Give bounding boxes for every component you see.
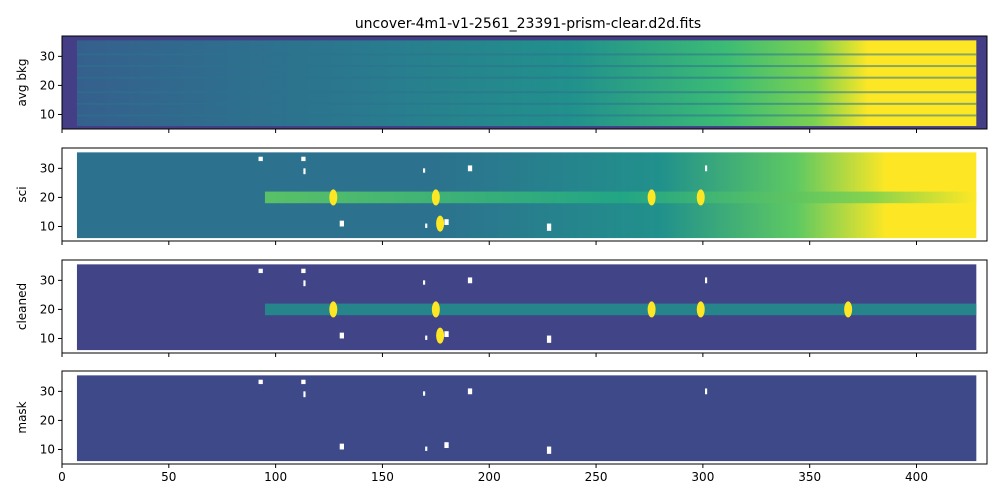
avg-bkg-y-tick-label: 20 xyxy=(40,78,55,92)
cleaned-masked-gap xyxy=(705,277,708,284)
cleaned-axes-frame xyxy=(61,259,988,354)
mask-y-tick-label: 30 xyxy=(40,384,55,398)
mask-y-tick-label: 10 xyxy=(40,442,55,456)
cleaned-y-tick-label: 10 xyxy=(40,331,55,345)
sci-y-tick-label: 20 xyxy=(40,190,55,204)
mask-masked-gap xyxy=(546,446,552,454)
mask-x-tick-label: 200 xyxy=(478,470,501,484)
cleaned-masked-gap xyxy=(258,268,263,274)
avg-bkg-y-axis-label: avg bkg xyxy=(15,58,29,106)
cleaned-masked-gap xyxy=(423,280,426,285)
avg-bkg-band xyxy=(76,53,977,56)
cleaned-masked-gap xyxy=(444,331,449,338)
avg-bkg-y-tick-label: 10 xyxy=(40,107,55,121)
sci-emission-feature xyxy=(329,189,338,206)
mask-masked-gap xyxy=(301,379,306,385)
mask-x-tick-label: 300 xyxy=(691,470,714,484)
cleaned-emission-feature xyxy=(696,301,705,318)
sci-emission-feature xyxy=(431,189,440,206)
sci-masked-gap xyxy=(546,223,552,231)
mask-y-tick-label: 20 xyxy=(40,413,55,427)
mask-masked-gap xyxy=(705,388,708,395)
sci-masked-gap xyxy=(301,156,306,162)
mask-masked-gap xyxy=(303,391,306,398)
cleaned-masked-gap xyxy=(303,280,306,287)
cleaned-y-tick-label: 30 xyxy=(40,273,55,287)
cleaned-y-axis-label: cleaned xyxy=(15,283,29,330)
mask-masked-gap xyxy=(444,442,449,449)
avg-bkg-band xyxy=(76,102,977,105)
sci-emission-feature xyxy=(647,189,656,206)
sci-spectral-trace xyxy=(264,191,977,204)
avg-bkg-y-tick-label: 30 xyxy=(40,49,55,63)
sci-masked-gap xyxy=(339,220,344,227)
mask-x-tick-label: 50 xyxy=(161,470,176,484)
sci-masked-gap xyxy=(425,223,428,228)
sci-masked-gap xyxy=(467,165,473,172)
mask-masked-gap xyxy=(339,443,344,450)
sci-masked-gap xyxy=(444,219,449,226)
mask-x-tick-label: 350 xyxy=(798,470,821,484)
cleaned-masked-gap xyxy=(301,268,306,274)
avg-bkg-band xyxy=(76,76,977,79)
cleaned-masked-gap xyxy=(467,277,473,284)
mask-x-tick-label: 150 xyxy=(371,470,394,484)
cleaned-emission-feature xyxy=(329,301,338,318)
mask-masked-gap xyxy=(423,391,426,396)
sci-masked-gap xyxy=(258,156,263,162)
mask-masked-gap xyxy=(425,446,428,451)
cleaned-spectral-trace xyxy=(264,303,977,316)
cleaned-emission-feature xyxy=(436,327,445,344)
cleaned-emission-feature xyxy=(431,301,440,318)
sci-y-tick-label: 30 xyxy=(40,161,55,175)
figure-title: uncover-4m1-v1-2561_23391-prism-clear.d2… xyxy=(355,16,701,32)
mask-x-tick-label: 250 xyxy=(585,470,608,484)
avg-bkg-band xyxy=(76,65,977,68)
sci-panel: 10 20 30 sci xyxy=(15,147,988,245)
avg-bkg-axes-frame xyxy=(61,35,988,130)
mask-masked-gap xyxy=(467,388,473,395)
mask-y-axis-label: mask xyxy=(15,401,29,433)
mask-masked-gap xyxy=(258,379,263,385)
sci-masked-gap xyxy=(423,168,426,173)
sci-masked-gap xyxy=(303,168,306,175)
panels-group: 10 20 30 avg bkg 10 20 30 sci 10 20 30 cleaned 10 20 3… xyxy=(15,35,988,484)
cleaned-panel: 10 20 30 cleaned xyxy=(15,259,988,357)
avg-bkg-band xyxy=(76,114,977,117)
sci-axes-frame xyxy=(61,147,988,242)
sci-y-axis-label: sci xyxy=(15,186,29,202)
cleaned-emission-feature xyxy=(647,301,656,318)
sci-emission-feature xyxy=(436,215,445,232)
sci-masked-gap xyxy=(705,165,708,172)
cleaned-emission-feature xyxy=(844,301,853,318)
avg-bkg-band xyxy=(76,91,977,94)
cleaned-masked-gap xyxy=(546,335,552,343)
mask-x-tick-label: 100 xyxy=(264,470,287,484)
cleaned-masked-gap xyxy=(425,335,428,340)
cleaned-masked-gap xyxy=(339,332,344,339)
avg-bkg-panel: 10 20 30 avg bkg xyxy=(15,35,988,133)
sci-y-tick-label: 10 xyxy=(40,219,55,233)
mask-image-body xyxy=(76,375,977,462)
avg-bkg-image-body xyxy=(76,40,977,127)
mask-x-tick-label: 400 xyxy=(905,470,928,484)
cleaned-y-tick-label: 20 xyxy=(40,302,55,316)
sci-emission-feature xyxy=(696,189,705,206)
mask-axes-frame xyxy=(61,370,988,465)
mask-x-tick-label: 0 xyxy=(58,470,66,484)
